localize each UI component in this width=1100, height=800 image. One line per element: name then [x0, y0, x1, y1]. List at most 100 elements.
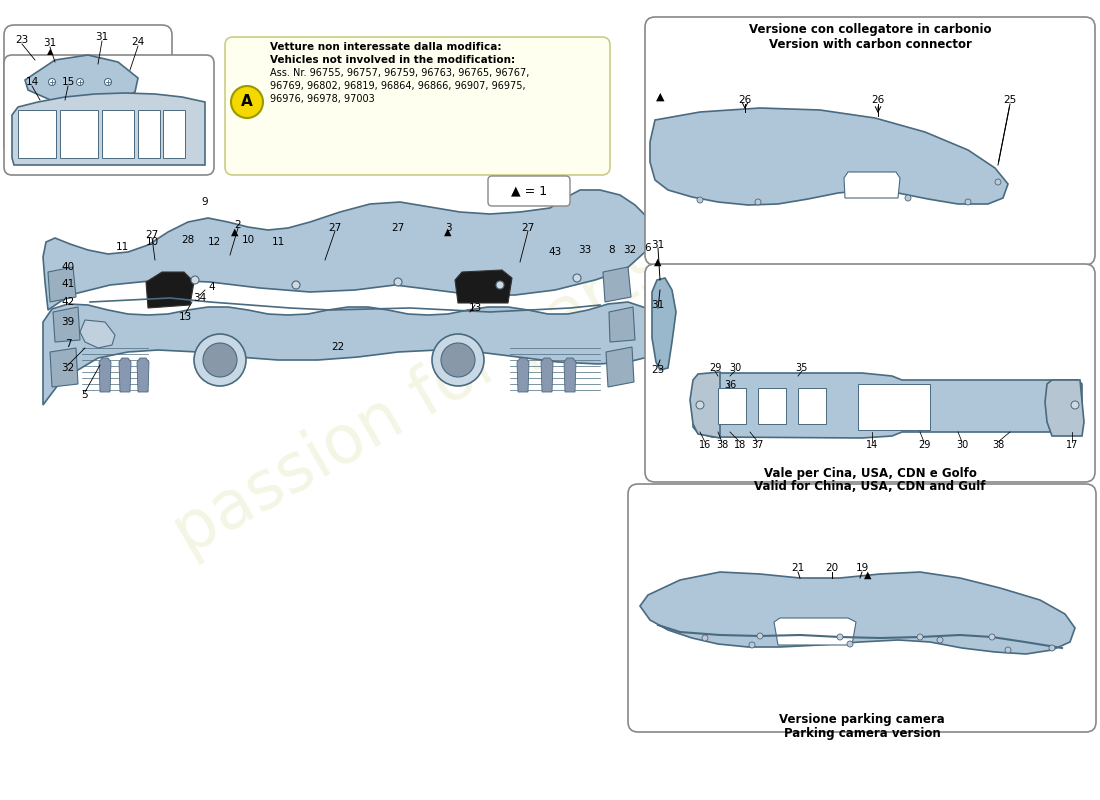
Text: 19: 19	[856, 563, 869, 573]
Text: 38: 38	[992, 440, 1004, 450]
Text: 17: 17	[1066, 440, 1078, 450]
Text: 21: 21	[791, 563, 804, 573]
Polygon shape	[12, 93, 205, 165]
FancyBboxPatch shape	[645, 264, 1094, 482]
Circle shape	[757, 633, 763, 639]
Polygon shape	[119, 358, 131, 392]
Circle shape	[696, 401, 704, 409]
Circle shape	[749, 642, 755, 648]
Circle shape	[77, 78, 84, 86]
Text: 1985: 1985	[758, 378, 1002, 522]
Text: 20: 20	[825, 563, 838, 573]
FancyBboxPatch shape	[645, 17, 1094, 265]
Text: 18: 18	[734, 440, 746, 450]
Text: 26: 26	[871, 95, 884, 105]
Text: 15: 15	[62, 77, 75, 87]
Text: 8: 8	[608, 245, 615, 255]
Circle shape	[837, 634, 843, 640]
Text: 27: 27	[521, 223, 535, 233]
Text: 5: 5	[81, 390, 88, 400]
Text: 14: 14	[866, 440, 878, 450]
Polygon shape	[99, 358, 111, 392]
Bar	[138, 110, 160, 158]
Circle shape	[905, 195, 911, 201]
FancyBboxPatch shape	[628, 484, 1096, 732]
Text: ▲: ▲	[654, 257, 662, 267]
Polygon shape	[774, 618, 856, 645]
Text: ▲: ▲	[444, 227, 452, 237]
Text: 14: 14	[25, 77, 39, 87]
Text: 36: 36	[724, 380, 736, 390]
Polygon shape	[693, 373, 1082, 438]
Text: 3: 3	[444, 223, 451, 233]
Text: Vetture non interessate dalla modifica:: Vetture non interessate dalla modifica:	[270, 42, 502, 52]
Circle shape	[104, 78, 111, 86]
Text: 30: 30	[729, 363, 741, 373]
Polygon shape	[53, 307, 80, 342]
Circle shape	[204, 343, 236, 377]
Circle shape	[292, 281, 300, 289]
Circle shape	[194, 334, 246, 386]
Polygon shape	[541, 358, 553, 392]
Circle shape	[702, 635, 708, 641]
Bar	[163, 110, 185, 158]
Text: A: A	[241, 94, 253, 110]
Text: passion for parts: passion for parts	[162, 232, 679, 568]
Circle shape	[394, 278, 402, 286]
Text: 10: 10	[241, 235, 254, 245]
Circle shape	[48, 78, 55, 86]
Text: ▲: ▲	[231, 227, 239, 237]
Bar	[18, 110, 56, 158]
Text: 9: 9	[201, 197, 208, 207]
Text: 32: 32	[62, 363, 75, 373]
Text: 41: 41	[62, 279, 75, 289]
FancyBboxPatch shape	[226, 37, 611, 175]
Polygon shape	[650, 108, 1008, 205]
Text: Vale per Cina, USA, CDN e Golfo: Vale per Cina, USA, CDN e Golfo	[763, 467, 977, 481]
Text: 38: 38	[716, 440, 728, 450]
Circle shape	[231, 86, 263, 118]
Text: 39: 39	[62, 317, 75, 327]
Polygon shape	[603, 267, 631, 302]
Polygon shape	[48, 267, 76, 302]
Bar	[102, 110, 134, 158]
Text: 13: 13	[469, 303, 482, 313]
Circle shape	[697, 197, 703, 203]
Circle shape	[573, 274, 581, 282]
Text: 31: 31	[96, 32, 109, 42]
Bar	[858, 384, 930, 430]
Text: 31: 31	[43, 38, 56, 48]
Text: 6: 6	[645, 243, 651, 253]
Text: 24: 24	[131, 37, 144, 47]
Polygon shape	[652, 278, 676, 370]
Text: 29: 29	[917, 440, 931, 450]
Text: 25: 25	[1003, 95, 1016, 105]
Circle shape	[989, 634, 996, 640]
Text: 13: 13	[178, 312, 191, 322]
Text: 29: 29	[708, 363, 722, 373]
Text: 16: 16	[698, 440, 711, 450]
Text: ▲: ▲	[865, 570, 871, 580]
Text: 11: 11	[116, 242, 129, 252]
Text: Version with carbon connector: Version with carbon connector	[769, 38, 971, 50]
Polygon shape	[146, 272, 194, 308]
Text: 31: 31	[651, 300, 664, 310]
Text: 43: 43	[549, 247, 562, 257]
Polygon shape	[640, 572, 1075, 654]
Text: 96976, 96978, 97003: 96976, 96978, 97003	[270, 94, 375, 104]
Polygon shape	[138, 358, 148, 392]
Circle shape	[755, 199, 761, 205]
Text: Valid for China, USA, CDN and Gulf: Valid for China, USA, CDN and Gulf	[755, 481, 986, 494]
Polygon shape	[564, 358, 576, 392]
Bar	[758, 388, 786, 424]
Polygon shape	[43, 190, 654, 310]
Text: Parking camera version: Parking camera version	[783, 726, 940, 739]
Circle shape	[1049, 645, 1055, 651]
Circle shape	[847, 641, 852, 647]
Text: 30: 30	[956, 440, 968, 450]
FancyBboxPatch shape	[4, 55, 214, 175]
Text: 33: 33	[579, 245, 592, 255]
Circle shape	[496, 281, 504, 289]
Text: Versione con collegatore in carbonio: Versione con collegatore in carbonio	[749, 23, 991, 37]
Text: 27: 27	[392, 223, 405, 233]
